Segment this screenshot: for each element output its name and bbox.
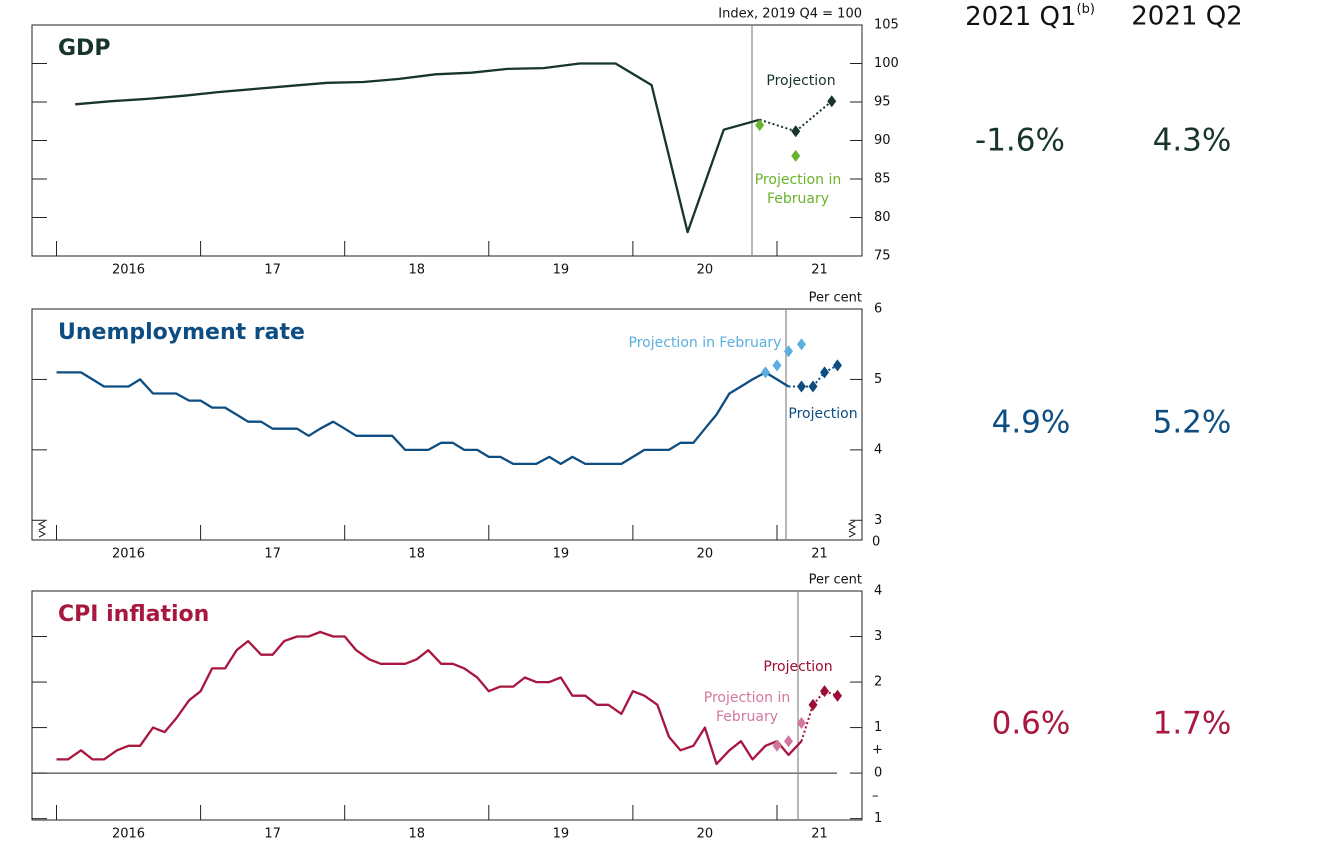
y-tick-label: 5 xyxy=(874,372,882,387)
axis-break xyxy=(37,520,47,538)
projection-marker xyxy=(796,338,806,351)
data-line xyxy=(56,630,803,766)
data-line xyxy=(56,371,790,466)
x-tick-label: 17 xyxy=(264,827,281,842)
column-header: 2021 Q1(b) xyxy=(965,2,1095,32)
series-label: Projection xyxy=(763,659,832,675)
x-tick-label: 20 xyxy=(697,827,714,842)
projection-marker xyxy=(808,380,818,393)
footnote-mark: (b) xyxy=(1077,2,1095,17)
projection-marker xyxy=(833,689,843,702)
table-value: 1.7% xyxy=(1153,706,1232,742)
axis-break-label: 0 xyxy=(872,535,880,550)
projection-marker xyxy=(791,125,801,138)
projection-marker xyxy=(808,698,818,711)
y-tick-label: 90 xyxy=(874,133,891,148)
table-value: 5.2% xyxy=(1153,405,1232,441)
projection-connector xyxy=(795,100,833,133)
projection-marker xyxy=(796,380,806,393)
series-label: Projection xyxy=(766,73,835,89)
projection-connector xyxy=(759,118,797,133)
y-tick-label: 3 xyxy=(874,629,882,644)
projection-marker xyxy=(760,366,770,379)
data-line xyxy=(75,62,761,234)
x-tick-label: 17 xyxy=(264,263,281,278)
y-tick-label: 80 xyxy=(874,210,891,225)
x-tick-label: 19 xyxy=(553,547,570,562)
axis-break xyxy=(847,520,857,538)
series-label-text: Projection in February xyxy=(703,690,791,725)
y-tick-label: 4 xyxy=(874,442,882,457)
x-tick-label: 2016 xyxy=(112,547,145,562)
x-tick-label: 20 xyxy=(697,263,714,278)
x-tick-label: 17 xyxy=(264,547,281,562)
sign-label: – xyxy=(872,789,879,804)
series-label: Projection in February xyxy=(703,690,791,725)
y-tick-label: 100 xyxy=(874,56,899,71)
projection-marker xyxy=(784,735,794,748)
projection-marker xyxy=(820,685,830,698)
y-tick-label: 105 xyxy=(874,18,899,33)
x-tick-label: 19 xyxy=(553,827,570,842)
x-tick-label: 20 xyxy=(697,547,714,562)
series-label: Projection xyxy=(788,406,857,422)
y-tick-label: 0 xyxy=(874,766,882,781)
y-tick-label: 1 xyxy=(874,720,882,735)
y-tick-label: 85 xyxy=(874,172,891,187)
projection-marker xyxy=(755,119,765,132)
x-tick-label: 18 xyxy=(408,827,425,842)
table-value: -1.6% xyxy=(975,123,1065,159)
y-unit-label: Per cent xyxy=(809,291,862,306)
column-header: 2021 Q2 xyxy=(1131,2,1242,32)
projection-marker xyxy=(820,366,830,379)
table-value: 4.3% xyxy=(1153,123,1232,159)
projection-marker xyxy=(791,149,801,162)
y-tick-label: 3 xyxy=(874,513,882,528)
plot-frame xyxy=(31,308,863,541)
series-label: Projection in February xyxy=(754,172,842,207)
x-tick-label: 21 xyxy=(811,827,828,842)
y-tick-label: 95 xyxy=(874,95,891,110)
y-tick-label: 4 xyxy=(874,584,882,599)
sign-label: + xyxy=(872,743,883,758)
chart-title: Unemployment rate xyxy=(58,320,305,345)
plot-frame xyxy=(31,24,863,257)
y-unit-label: Index, 2019 Q4 = 100 xyxy=(718,7,862,22)
projection-connector xyxy=(800,704,814,742)
series-label: Projection in February xyxy=(629,335,782,351)
projection-marker xyxy=(833,359,843,372)
projection-marker xyxy=(772,359,782,372)
chart-title: CPI inflation xyxy=(58,602,209,627)
table-value: 0.6% xyxy=(992,706,1071,742)
series-label-text: Projection in February xyxy=(754,172,842,207)
projection-marker xyxy=(784,345,794,358)
x-tick-label: 2016 xyxy=(112,263,145,278)
plot-frame xyxy=(31,590,863,821)
column-header-text: 2021 Q1 xyxy=(965,2,1076,32)
projection-marker xyxy=(796,717,806,730)
table-value: 4.9% xyxy=(992,405,1071,441)
x-tick-label: 21 xyxy=(811,547,828,562)
x-tick-label: 18 xyxy=(408,263,425,278)
y-unit-label: Per cent xyxy=(809,573,862,588)
y-tick-label: 1 xyxy=(874,811,882,826)
projection-marker xyxy=(827,95,837,108)
y-tick-label: 75 xyxy=(874,249,891,264)
y-tick-label: 6 xyxy=(874,302,882,317)
y-tick-label: 2 xyxy=(874,675,882,690)
projection-marker xyxy=(772,739,782,752)
chart-title: GDP xyxy=(58,36,110,61)
x-tick-label: 18 xyxy=(408,547,425,562)
x-tick-label: 21 xyxy=(811,263,828,278)
x-tick-label: 2016 xyxy=(112,827,145,842)
x-tick-label: 19 xyxy=(553,263,570,278)
